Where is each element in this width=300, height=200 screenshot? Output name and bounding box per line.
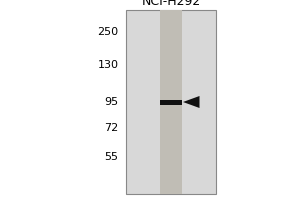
Bar bbox=[126, 10, 216, 194]
Text: NCI-H292: NCI-H292 bbox=[141, 0, 201, 8]
Bar bbox=[160, 99, 182, 104]
Text: 130: 130 bbox=[98, 60, 118, 70]
Text: 250: 250 bbox=[98, 27, 118, 37]
Text: 55: 55 bbox=[104, 152, 118, 162]
Text: 72: 72 bbox=[104, 123, 118, 133]
Polygon shape bbox=[183, 96, 200, 108]
Text: 95: 95 bbox=[104, 97, 118, 107]
Bar bbox=[160, 10, 182, 194]
